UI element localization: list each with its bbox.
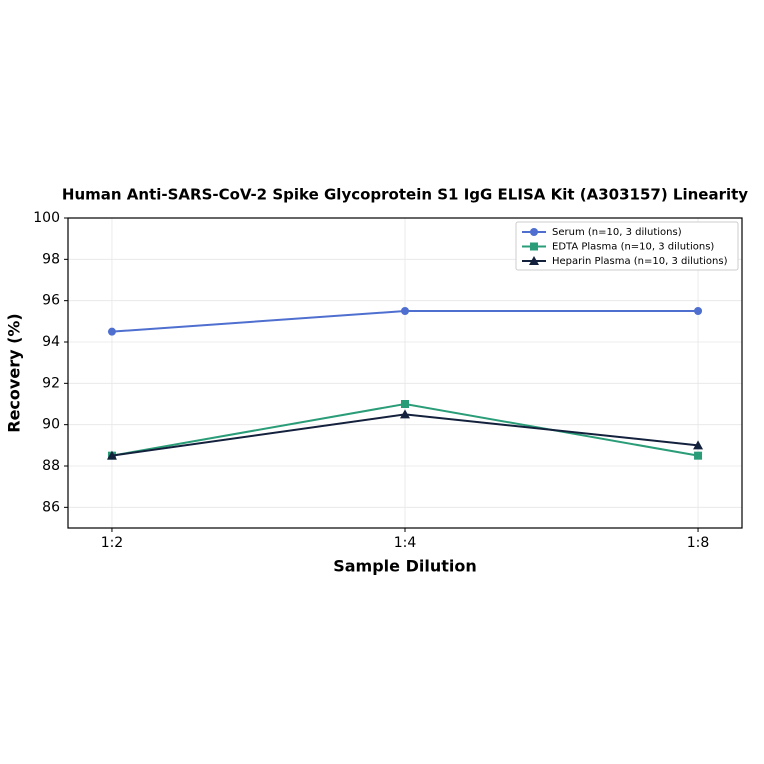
y-axis-label: Recovery (%) bbox=[5, 313, 24, 432]
chart-title: Human Anti-SARS-CoV-2 Spike Glycoprotein… bbox=[62, 186, 748, 204]
y-tick-label: 90 bbox=[42, 417, 60, 433]
x-tick-label: 1:2 bbox=[101, 535, 124, 551]
y-tick-label: 88 bbox=[42, 458, 60, 474]
x-axis-label: Sample Dilution bbox=[333, 557, 477, 576]
legend-label: Heparin Plasma (n=10, 3 dilutions) bbox=[552, 256, 728, 267]
y-tick-label: 98 bbox=[42, 251, 60, 267]
x-tick-label: 1:8 bbox=[687, 535, 710, 551]
y-tick-label: 96 bbox=[42, 293, 60, 309]
x-tick-label: 1:4 bbox=[394, 535, 417, 551]
legend-marker bbox=[530, 242, 538, 251]
data-point bbox=[400, 409, 410, 419]
data-point bbox=[694, 307, 703, 315]
legend-label: EDTA Plasma (n=10, 3 dilutions) bbox=[552, 242, 714, 253]
data-point bbox=[401, 400, 409, 408]
legend-marker bbox=[529, 256, 539, 265]
plot-frame bbox=[67, 217, 743, 529]
data-point bbox=[107, 327, 116, 336]
data-point bbox=[401, 307, 409, 315]
y-tick-label: 92 bbox=[42, 375, 60, 391]
y-tick-label: 86 bbox=[42, 499, 60, 515]
legend-marker bbox=[530, 228, 538, 236]
legend-box bbox=[515, 221, 739, 271]
data-point bbox=[106, 450, 117, 460]
y-tick-label: 94 bbox=[42, 334, 60, 350]
y-tick-label: 100 bbox=[33, 210, 60, 226]
data-point bbox=[694, 451, 703, 460]
legend-label: Serum (n=10, 3 dilutions) bbox=[552, 227, 682, 238]
data-point bbox=[693, 440, 704, 450]
